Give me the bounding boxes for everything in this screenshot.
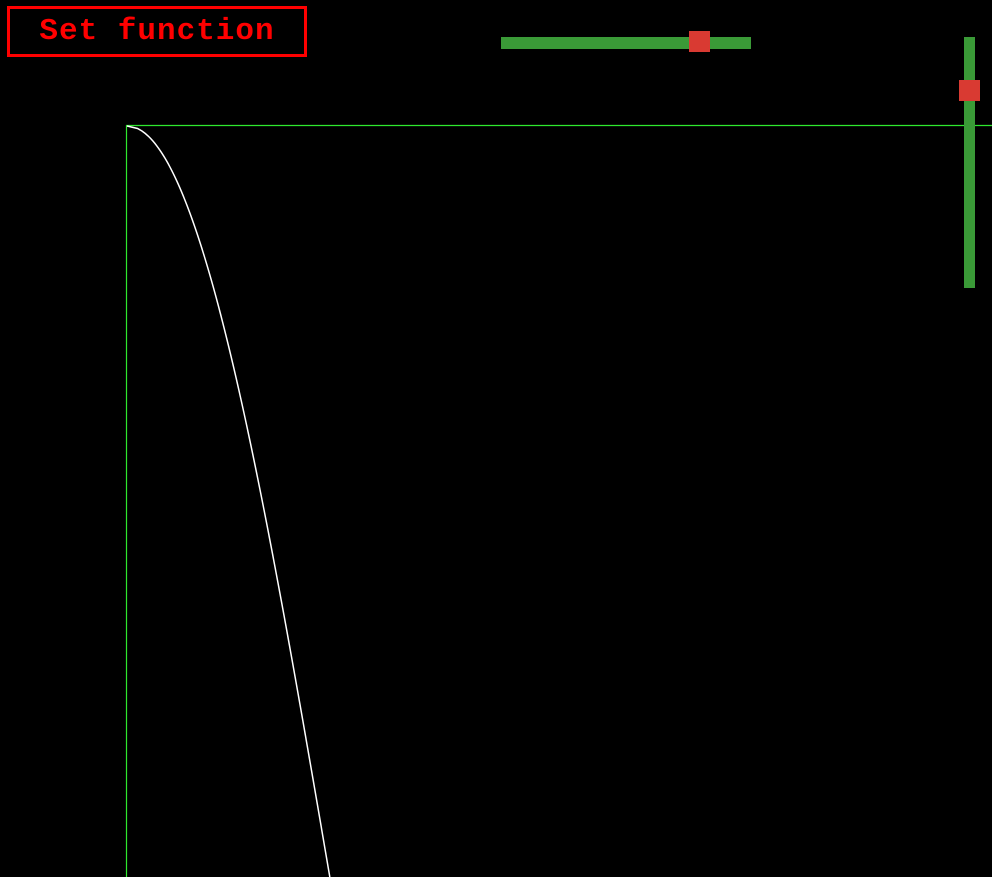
function-curve <box>126 125 331 877</box>
set-function-button[interactable]: Set function <box>7 6 307 57</box>
horizontal-slider-handle[interactable] <box>688 31 710 52</box>
vertical-slider[interactable] <box>959 37 980 288</box>
horizontal-slider[interactable] <box>501 31 751 52</box>
vertical-slider-handle[interactable] <box>959 79 980 101</box>
